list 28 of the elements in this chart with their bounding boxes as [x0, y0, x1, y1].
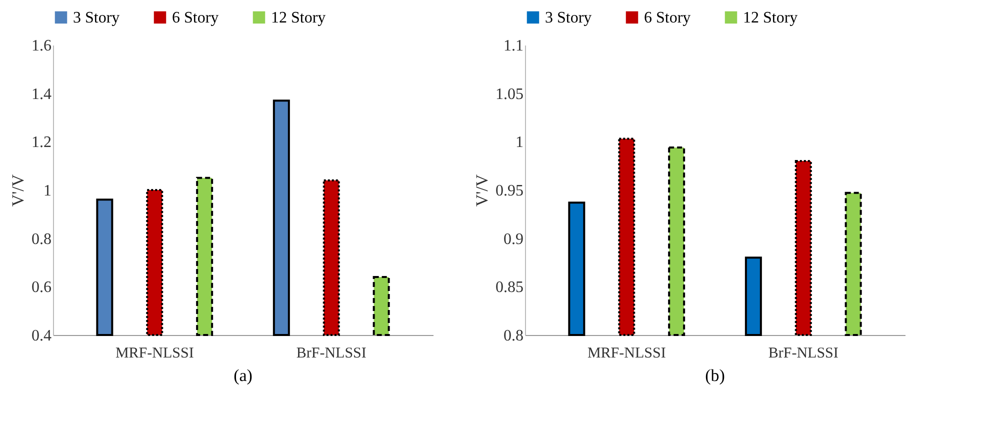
legend-label: 3 Story — [545, 9, 592, 26]
y-tick-label: 1.2 — [32, 134, 52, 152]
x-tick-label: MRF-NLSSI — [587, 346, 666, 362]
y-tick-label: 0.8 — [504, 328, 524, 344]
y-tick-label: 0.85 — [496, 279, 524, 296]
y-tick-label: 1 — [44, 182, 52, 200]
legend-label: 12 Story — [743, 9, 798, 26]
y-tick-label: 0.8 — [32, 230, 52, 248]
x-tick-label: BrF-NLSSI — [296, 346, 366, 362]
y-tick-label: 0.4 — [32, 328, 52, 344]
legend-label: 6 Story — [644, 9, 691, 26]
legend-label: 12 Story — [271, 9, 326, 26]
text: (a) — [234, 366, 252, 385]
legend-label: 6 Story — [172, 9, 219, 26]
y-tick-label: 1.4 — [32, 86, 52, 103]
text: (b) — [705, 366, 725, 385]
y-tick-label: 1.6 — [32, 38, 52, 54]
y-tick-label: 1 — [516, 134, 524, 152]
y-axis-title: V'/V — [472, 174, 492, 207]
y-tick-label: 1.1 — [504, 38, 524, 54]
y-tick-label: 1.05 — [496, 86, 524, 103]
x-tick-label: BrF-NLSSI — [768, 346, 838, 362]
y-tick-label: 0.6 — [32, 279, 52, 296]
y-tick-label: 0.95 — [496, 182, 524, 200]
y-axis-title: V'/V — [8, 174, 28, 207]
y-tick-label: 0.9 — [504, 230, 524, 248]
x-tick-label: MRF-NLSSI — [115, 346, 194, 362]
legend-label: 3 Story — [73, 9, 120, 26]
